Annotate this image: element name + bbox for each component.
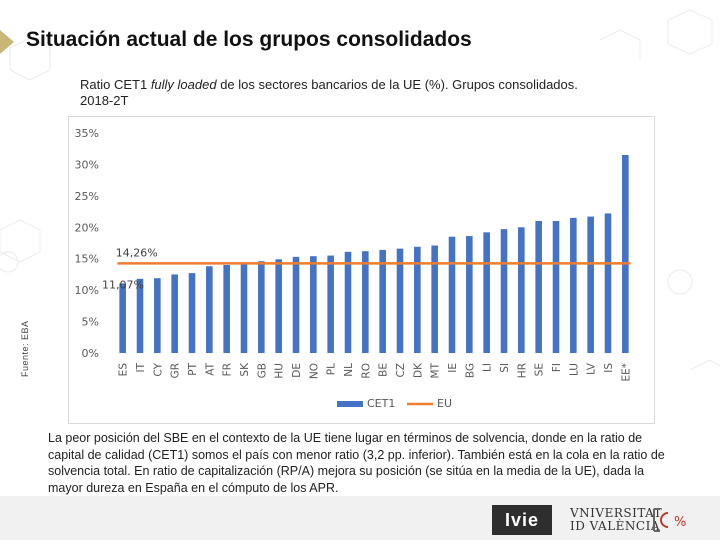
x-tick-label: IE — [447, 363, 459, 373]
bar-bg — [466, 236, 473, 353]
bar-gb — [258, 261, 265, 353]
eu-value-annotation: 14,26% — [116, 246, 158, 259]
x-tick-label: NO — [308, 363, 320, 379]
x-tick-label: BG — [464, 363, 476, 378]
y-tick-label: 5% — [82, 316, 99, 329]
x-tick-label: GB — [256, 363, 268, 378]
x-tick-label: AT — [204, 362, 216, 375]
x-tick-label: SE — [534, 363, 546, 376]
legend-label-cet1: CET1 — [367, 397, 395, 410]
x-tick-label: PL — [326, 363, 338, 375]
ivie-logo: Ivie — [492, 505, 552, 535]
x-tick-label: IS — [603, 363, 615, 373]
bar-si — [500, 229, 508, 353]
percent-mark-text: % — [674, 515, 686, 530]
x-tick-label: CY — [152, 362, 164, 376]
bar-fr — [223, 265, 230, 353]
x-tick-label: MT — [430, 362, 442, 378]
subtitle-emphasis: fully loaded — [150, 77, 217, 92]
x-tick-label: HU — [274, 363, 286, 379]
bar-hr — [518, 227, 525, 353]
universitat-valencia-logo: VNIVERSITAT ID VALÈNCIA — [570, 507, 662, 533]
legend-label-eu: EU — [437, 397, 452, 410]
x-tick-label: PT — [187, 362, 199, 375]
x-tick-label: HR — [516, 363, 528, 378]
bar-gr — [171, 274, 178, 353]
subtitle-part-b: de los sectores bancarios de la UE (%). … — [80, 77, 578, 108]
x-tick-label: DK — [412, 362, 424, 378]
legend-swatch-cet1 — [337, 401, 363, 407]
bar-it — [136, 278, 144, 353]
bar-de — [292, 256, 300, 353]
bar-dk — [414, 246, 421, 353]
x-tick-label: FI — [551, 363, 563, 372]
source-label: Fuente: EBA — [20, 320, 30, 377]
x-tick-label: SK — [239, 362, 251, 377]
bar-pt — [188, 273, 196, 353]
bar-be — [379, 249, 386, 353]
y-tick-label: 15% — [75, 253, 99, 266]
x-tick-label: RO — [360, 363, 372, 379]
es-value-annotation: 11,07% — [102, 278, 144, 291]
y-tick-label: 25% — [75, 190, 99, 203]
y-tick-label: 30% — [75, 158, 99, 171]
footnote-text: La peor posición del SBE en el contexto … — [48, 431, 665, 495]
percent-mark-logo: % — [653, 508, 686, 532]
bar-no — [310, 256, 317, 353]
chart-subtitle: Ratio CET1 fully loaded de los sectores … — [80, 77, 580, 109]
x-tick-label: EE* — [620, 363, 632, 382]
bar-es — [119, 283, 126, 353]
x-tick-label: FR — [222, 363, 234, 376]
title-marker-icon — [0, 30, 14, 54]
uv-logo-line1: VNIVERSITAT — [570, 506, 663, 520]
bar-is — [604, 213, 612, 353]
x-tick-label: ES — [118, 363, 130, 377]
y-tick-label: 0% — [82, 347, 99, 360]
bar-pl — [327, 255, 334, 353]
bar-nl — [344, 251, 352, 353]
cet1-bar-chart: 0% 5% 10% 15% 20% 25% 30% 35% ES IT CY GR PT AT FR SK GB… — [75, 127, 633, 410]
x-tick-label: DE — [291, 363, 303, 378]
footer-bar — [0, 496, 720, 540]
uv-logo-line2: ID VALÈNCIA — [570, 519, 661, 533]
x-tick-label: BE — [378, 363, 390, 377]
bar-ie — [448, 236, 456, 353]
x-tick-label: GR — [170, 363, 182, 378]
y-tick-label: 20% — [75, 221, 99, 234]
y-tick-label: 35% — [75, 127, 99, 140]
bar-cz — [396, 248, 404, 353]
subtitle-part-a: Ratio CET1 — [80, 77, 151, 92]
x-tick-label: IT — [135, 362, 147, 372]
bar-ro — [362, 251, 369, 353]
bar-lu — [570, 217, 577, 353]
x-tick-label: CZ — [395, 363, 407, 378]
bar-sk — [240, 263, 248, 353]
bar-lv — [587, 216, 594, 353]
slide-title: Situación actual de los grupos consolida… — [26, 28, 472, 51]
x-tick-label: NL — [343, 363, 355, 377]
bar-at — [206, 266, 213, 353]
bar-fi — [552, 221, 560, 353]
x-tick-label: SI — [499, 363, 511, 373]
x-tick-label: LV — [586, 362, 598, 375]
bar-se — [535, 221, 542, 353]
y-tick-label: 10% — [75, 284, 99, 297]
bar-li — [483, 232, 490, 353]
bar-cy — [154, 278, 161, 353]
x-tick-label: LI — [482, 363, 494, 372]
bar-ee-star — [622, 155, 629, 353]
x-tick-label: LU — [568, 363, 580, 376]
bar-mt — [431, 245, 438, 353]
chart-frame: 0% 5% 10% 15% 20% 25% 30% 35% ES IT CY GR PT AT FR SK GB… — [68, 116, 655, 424]
bar-hu — [275, 259, 282, 353]
